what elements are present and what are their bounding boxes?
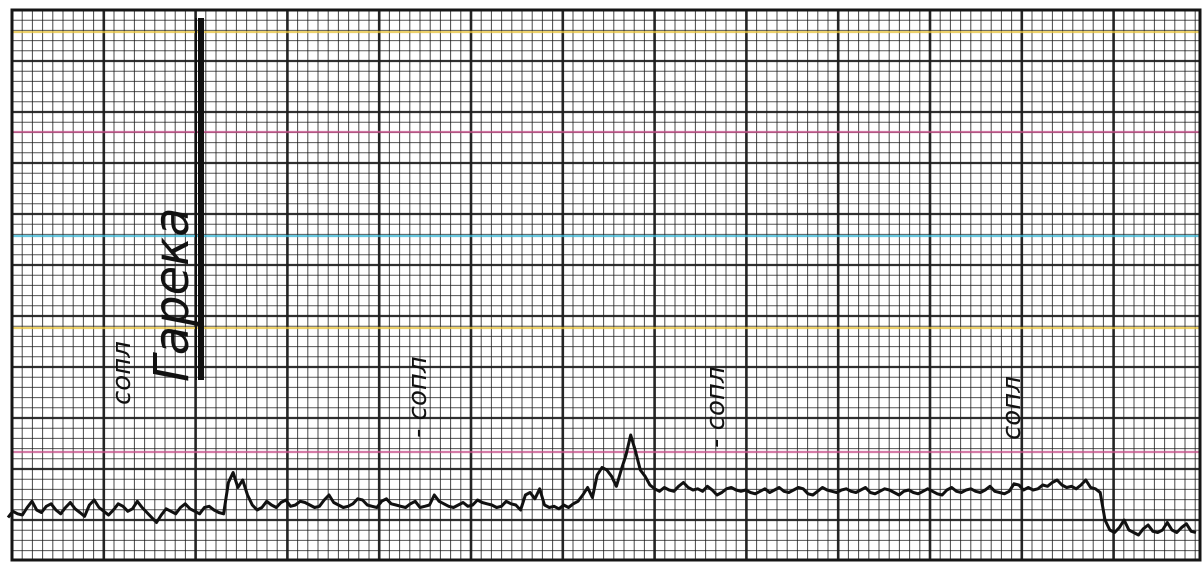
mark-label-1: сопл <box>107 341 137 405</box>
strip-border <box>10 8 1202 562</box>
signal-trace <box>6 433 1197 537</box>
title-handwritten: Гарека <box>144 207 200 382</box>
grid <box>10 8 1200 560</box>
mark-label-3: - сопл <box>701 367 731 448</box>
mark-label-4: сопл <box>997 376 1027 440</box>
mark-label-2: - сопл <box>403 357 433 438</box>
accent-lines <box>12 30 1200 454</box>
